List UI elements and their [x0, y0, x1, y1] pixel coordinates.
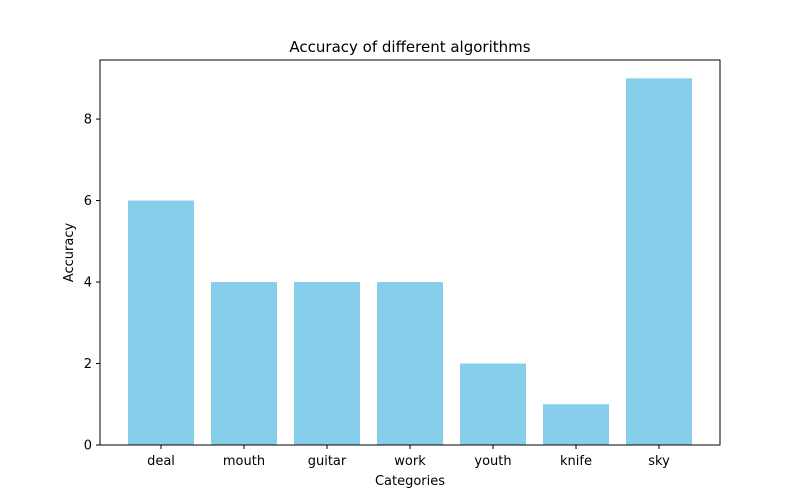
bar-guitar [294, 282, 360, 445]
y-tick-label-0: 0 [84, 439, 92, 454]
bars-layer [128, 78, 692, 445]
y-axis-ticks: 0 2 4 6 8 [84, 113, 100, 454]
bar-sky [626, 78, 692, 445]
bar-youth [460, 363, 526, 445]
x-tick-label-knife: knife [560, 454, 592, 469]
bar-deal [128, 200, 194, 445]
bar-knife [543, 404, 609, 445]
x-tick-label-sky: sky [648, 454, 670, 469]
chart-title: Accuracy of different algorithms [289, 38, 530, 56]
x-axis-ticks: deal mouth guitar work youth knife sky [147, 445, 670, 469]
x-tick-label-youth: youth [474, 454, 511, 469]
bar-mouth [211, 282, 277, 445]
x-axis-label: Categories [375, 474, 445, 489]
x-tick-label-deal: deal [147, 454, 175, 469]
x-tick-label-mouth: mouth [223, 454, 265, 469]
y-axis-label: Accuracy [62, 223, 77, 283]
y-tick-label-4: 4 [84, 276, 92, 291]
bar-work [377, 282, 443, 445]
x-tick-label-work: work [394, 454, 426, 469]
y-tick-label-8: 8 [84, 113, 92, 128]
x-tick-label-guitar: guitar [308, 454, 347, 469]
y-tick-label-2: 2 [84, 357, 92, 372]
y-tick-label-6: 6 [84, 194, 92, 209]
